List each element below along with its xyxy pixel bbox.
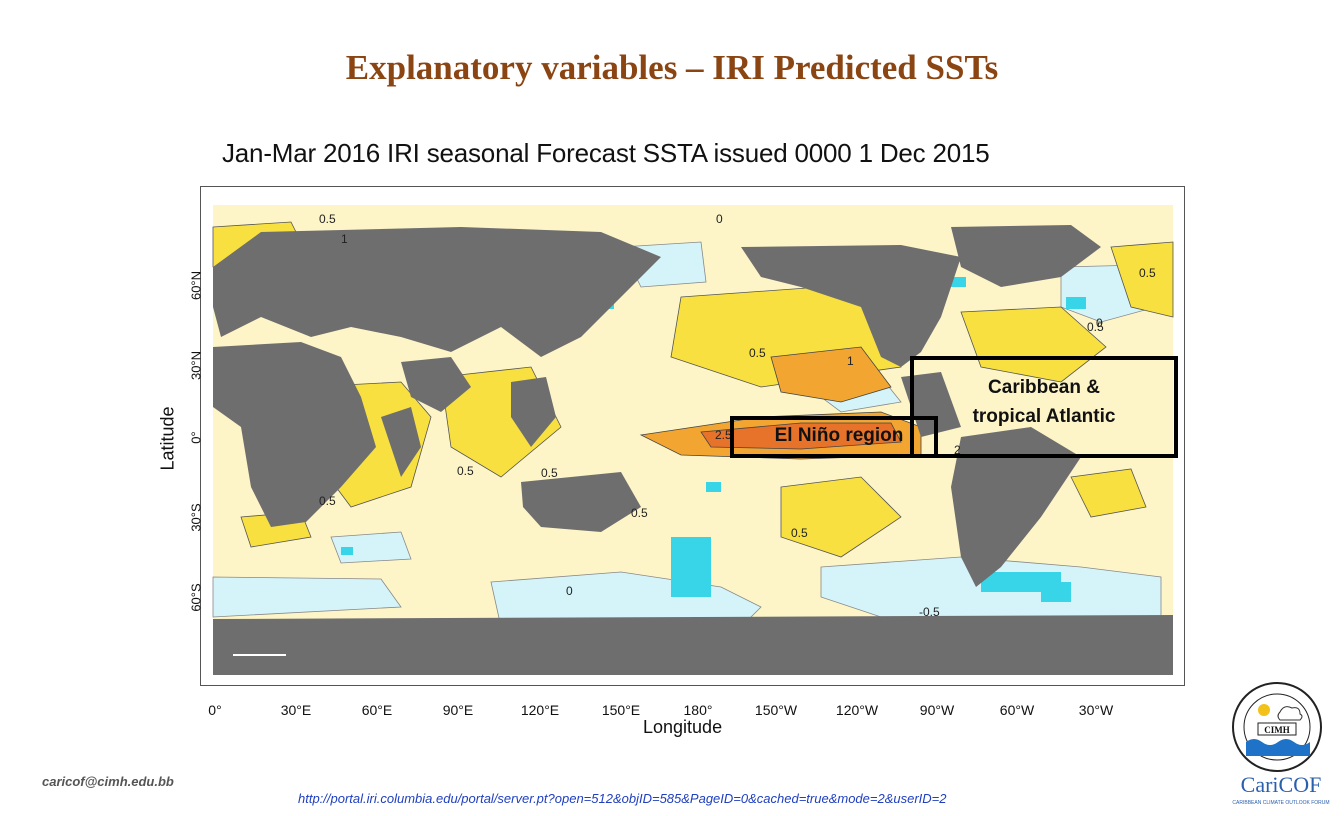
lon-tick: 90°E [442, 702, 474, 718]
caribbean-region-box [910, 356, 1178, 458]
logo-brand: CariCOF [1241, 772, 1322, 797]
y-axis-label: Latitude [157, 406, 178, 471]
caribbean-region-label: Caribbean & tropical Atlantic [944, 373, 1144, 431]
caribbean-label-line2: tropical Atlantic [972, 406, 1116, 427]
lon-tick: 180° [683, 702, 713, 718]
contour-label: 0.5 [791, 526, 808, 540]
strong-negative-spots [341, 277, 1086, 602]
map-title: Jan-Mar 2016 IRI seasonal Forecast SSTA … [222, 138, 990, 168]
contour-label: 0.5 [457, 464, 474, 478]
land-masses [213, 225, 1173, 675]
contour-label: 0.5 [631, 506, 648, 520]
contour-label: 0.5 [319, 494, 336, 508]
lon-tick: 120°E [520, 702, 560, 718]
el-nino-anomaly [639, 346, 922, 460]
contour-label: 0.5 [319, 212, 336, 226]
contour-label: 0 [566, 584, 573, 598]
logo-org-abbrev: CIMH [1264, 725, 1290, 735]
map-canvas: 0.5 1 0 0.5 0.5 1 0.5 0.5 2.5 2 0.5 0.5 … [212, 205, 1174, 675]
logo-tagline: CARIBBEAN CLIMATE OUTLOOK FORUM [1232, 800, 1329, 806]
cimh-caricof-logo: CIMH CariCOF CARIBBEAN CLIMATE OUTLOOK F… [1218, 680, 1344, 810]
lat-tick: 60°N [188, 270, 204, 301]
slide-title: Explanatory variables – IRI Predicted SS… [345, 48, 999, 87]
sst-anomaly-map: 0.5 1 0 0.5 0.5 1 0.5 0.5 2.5 2 0.5 0.5 … [200, 186, 1185, 686]
lon-tick: 0° [208, 702, 222, 718]
lon-tick: 30°E [280, 702, 312, 718]
contour-label: 0.5 [541, 466, 558, 480]
contour-label: 1 [341, 232, 348, 246]
x-axis-label: Longitude [643, 717, 723, 737]
lat-tick: 0° [188, 431, 204, 444]
contour-label: 0.5 [1139, 266, 1156, 280]
contour-label: 1 [847, 354, 854, 368]
lon-tick: 150°E [601, 702, 641, 718]
caribbean-label-line1: Caribbean & [988, 377, 1100, 398]
contour-label: 0 [716, 212, 723, 226]
lat-tick: 60°S [188, 583, 204, 612]
lon-tick: 150°W [754, 702, 798, 718]
lon-tick: 30°W [1078, 702, 1114, 718]
contour-label: 0.5 [1087, 320, 1104, 334]
contour-label: 0.5 [749, 346, 766, 360]
contour-label: 2.5 [715, 428, 732, 442]
contour-label: 0 [1096, 316, 1103, 330]
lon-tick: 60°W [999, 702, 1035, 718]
waves-icon [1246, 739, 1310, 756]
sun-icon [1258, 704, 1270, 716]
lon-tick: 60°E [361, 702, 393, 718]
contour-labels: 0.5 1 0 0.5 0.5 1 0.5 0.5 2.5 2 0.5 0.5 … [319, 212, 1156, 619]
contact-email: caricof@cimh.edu.bb [42, 774, 174, 789]
el-nino-region-box [730, 416, 938, 458]
contour-label: 2 [954, 443, 961, 457]
el-nino-region-label: El Niño region [774, 425, 904, 446]
lon-tick: 90°W [919, 702, 955, 718]
lat-tick: 30°N [188, 350, 204, 381]
lon-tick: 120°W [835, 702, 879, 718]
source-url[interactable]: http://portal.iri.columbia.edu/portal/se… [298, 791, 947, 806]
logo-org-plate [1257, 722, 1297, 736]
contour-label: -0.5 [919, 605, 940, 619]
lat-tick: 30°S [188, 503, 204, 532]
cloud-icon [1277, 706, 1303, 721]
